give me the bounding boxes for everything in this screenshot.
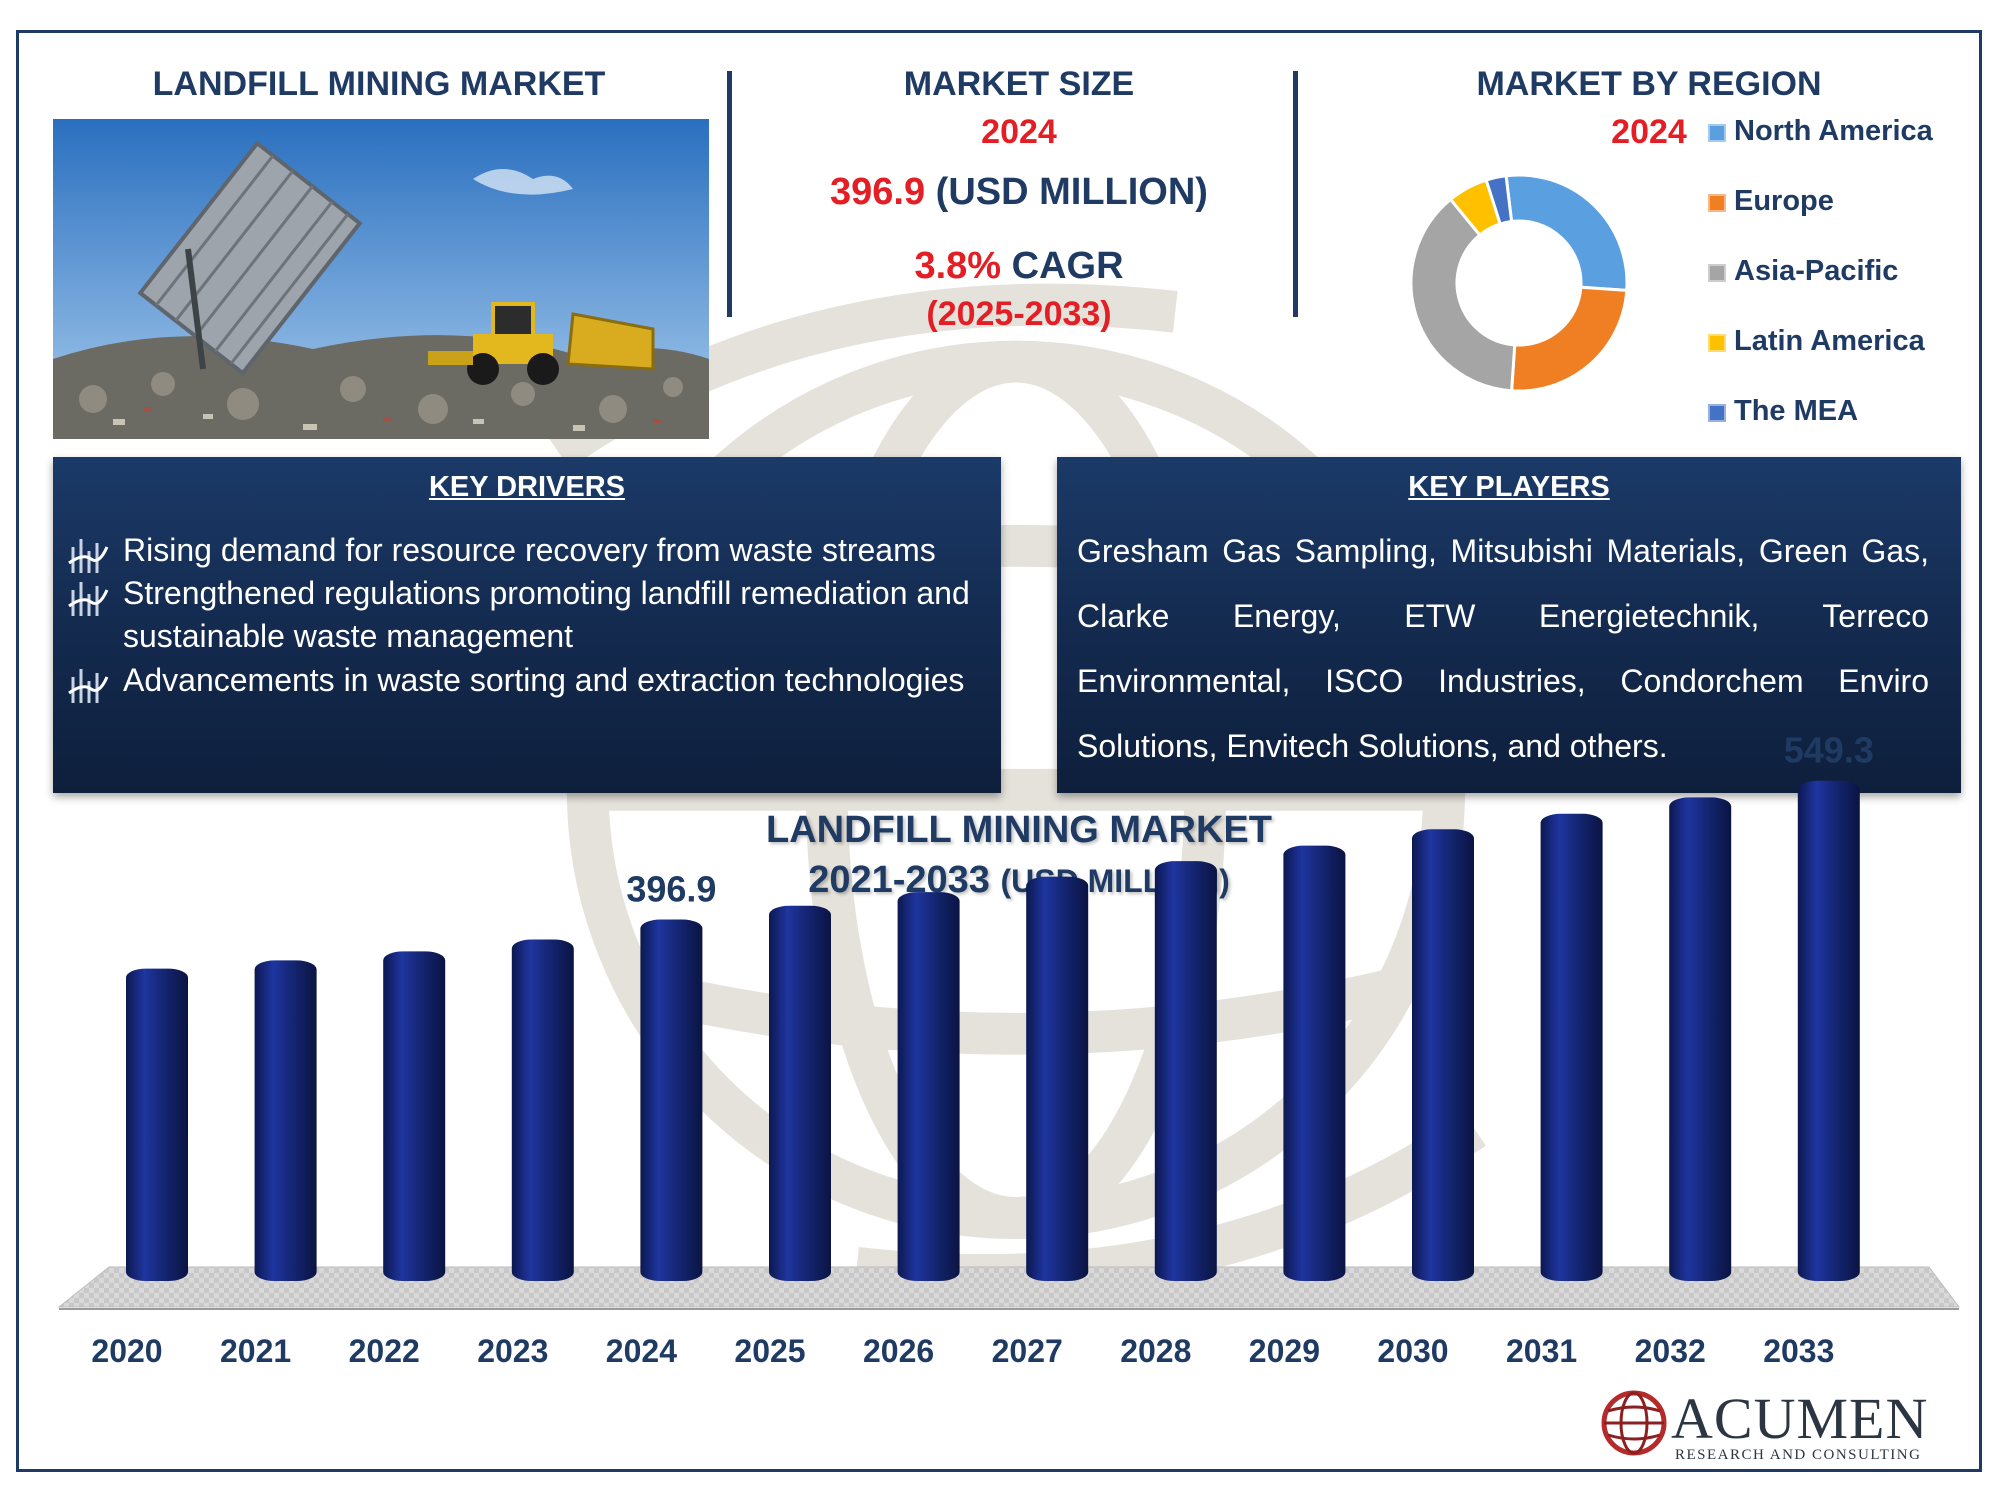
- market-size-title: MARKET SIZE: [903, 65, 1135, 103]
- logo-name: ACUMEN: [1671, 1386, 1929, 1451]
- donut-slice-europe: [1510, 285, 1629, 393]
- cagr-period: (2025-2033): [926, 295, 1112, 333]
- legend-label: Latin America: [1734, 325, 1925, 357]
- driver-text: Strengthened regulations promoting landf…: [123, 575, 970, 654]
- legend-item: The MEA: [1708, 395, 1859, 428]
- data-label: 396.9: [626, 869, 716, 910]
- bar-2024: [640, 919, 703, 1281]
- chart-title: LANDFILL MINING MARKET: [766, 809, 1272, 851]
- driver-text: Rising demand for resource recovery from…: [123, 532, 936, 568]
- legend-swatch: [1708, 264, 1726, 282]
- infographic-frame: LANDFILL MINING MARKET: [16, 30, 1982, 1472]
- legend-swatch: [1708, 404, 1726, 422]
- x-tick-label: 2023: [477, 1333, 549, 1369]
- legend-label: Europe: [1734, 185, 1834, 217]
- bar-2022: [383, 951, 446, 1281]
- market-size-year: 2024: [981, 113, 1057, 151]
- legend-label: North America: [1734, 115, 1933, 147]
- x-tick-label: 2030: [1377, 1333, 1449, 1369]
- cagr-label: CAGR: [1011, 245, 1124, 287]
- legend-swatch: [1708, 334, 1726, 352]
- bar-2030: [1412, 829, 1474, 1281]
- x-tick-label: 2031: [1506, 1333, 1578, 1369]
- bar-2029: [1283, 845, 1346, 1281]
- data-label: 549.3: [1784, 730, 1874, 771]
- left-title: LANDFILL MINING MARKET: [152, 65, 606, 103]
- landfill-photo: [53, 119, 709, 439]
- x-tick-label: 2032: [1634, 1333, 1706, 1369]
- driver-item: Strengthened regulations promoting landf…: [68, 572, 1003, 658]
- acumen-logo-icon: [1601, 1390, 1667, 1456]
- bar-2032: [1669, 797, 1732, 1281]
- bar-chart: 396.9 549.3: [57, 730, 1960, 1310]
- driver-text: Advancements in waste sorting and extrac…: [123, 662, 965, 698]
- x-tick-label: 2029: [1248, 1333, 1320, 1369]
- divider-left: [727, 71, 732, 317]
- legend-item: North America: [1708, 115, 1933, 148]
- bar-2027: [1026, 876, 1089, 1281]
- market-size-unit: (USD MILLION): [935, 171, 1208, 213]
- donut-slice-north-america: [1504, 173, 1629, 292]
- legend-item: Asia-Pacific: [1708, 255, 1899, 288]
- bar-2023: [511, 939, 574, 1281]
- legend-item: Latin America: [1708, 325, 1925, 358]
- bar-2031: [1540, 813, 1603, 1281]
- x-tick-label: 2022: [348, 1333, 420, 1369]
- region-donut-chart: [1409, 173, 1629, 393]
- key-players-text: Gresham Gas Sampling, Mitsubishi Materia…: [1077, 533, 1929, 764]
- legend-swatch: [1708, 194, 1726, 212]
- chart-bullet-icon: [68, 582, 109, 616]
- bar-2025: [769, 905, 831, 1281]
- market-size-value: 396.9: [830, 171, 926, 213]
- bar-2033: [1797, 780, 1860, 1281]
- x-tick-label: 2033: [1763, 1333, 1835, 1369]
- driver-item: Advancements in waste sorting and extrac…: [68, 659, 1003, 703]
- x-tick-label: 2027: [991, 1333, 1063, 1369]
- legend-item: Europe: [1708, 185, 1834, 218]
- region-title: MARKET BY REGION: [1476, 65, 1822, 103]
- chart-subtitle-years: 2021-2033: [808, 859, 990, 901]
- cagr-value: 3.8%: [914, 245, 1002, 287]
- x-tick-label: 2025: [734, 1333, 806, 1369]
- bar-2020: [126, 968, 188, 1281]
- key-players-title: KEY PLAYERS: [1408, 471, 1610, 503]
- chart-bullet-icon: [68, 539, 109, 573]
- market-size-value-line: 396.9 (USD MILLION): [759, 171, 1279, 214]
- logo-tagline: RESEARCH AND CONSULTING: [1675, 1447, 1922, 1463]
- key-players-panel: KEY PLAYERS Gresham Gas Sampling, Mitsub…: [1057, 457, 1961, 793]
- legend-swatch: [1708, 124, 1726, 142]
- legend-label: The MEA: [1734, 395, 1859, 427]
- chart-bullet-icon: [68, 669, 109, 703]
- x-tick-label: 2020: [91, 1333, 163, 1369]
- bar-2026: [897, 892, 960, 1281]
- key-drivers-title: KEY DRIVERS: [428, 471, 626, 503]
- bar-2021: [254, 960, 317, 1281]
- x-tick-label: 2026: [863, 1333, 935, 1369]
- x-tick-label: 2024: [605, 1333, 677, 1369]
- legend-label: Asia-Pacific: [1734, 255, 1899, 287]
- cagr-line: 3.8% CAGR: [759, 245, 1279, 288]
- donut-slice-asia-pacific: [1409, 197, 1517, 393]
- key-drivers-panel: KEY DRIVERS Rising demand for resource r…: [53, 457, 1001, 793]
- divider-right: [1293, 71, 1298, 317]
- region-year: 2024: [1611, 113, 1687, 151]
- x-tick-label: 2028: [1120, 1333, 1192, 1369]
- x-tick-label: 2021: [220, 1333, 292, 1369]
- driver-item: Rising demand for resource recovery from…: [68, 529, 1003, 573]
- bar-2028: [1154, 861, 1217, 1281]
- donut-slice-the-mea: [1484, 174, 1514, 226]
